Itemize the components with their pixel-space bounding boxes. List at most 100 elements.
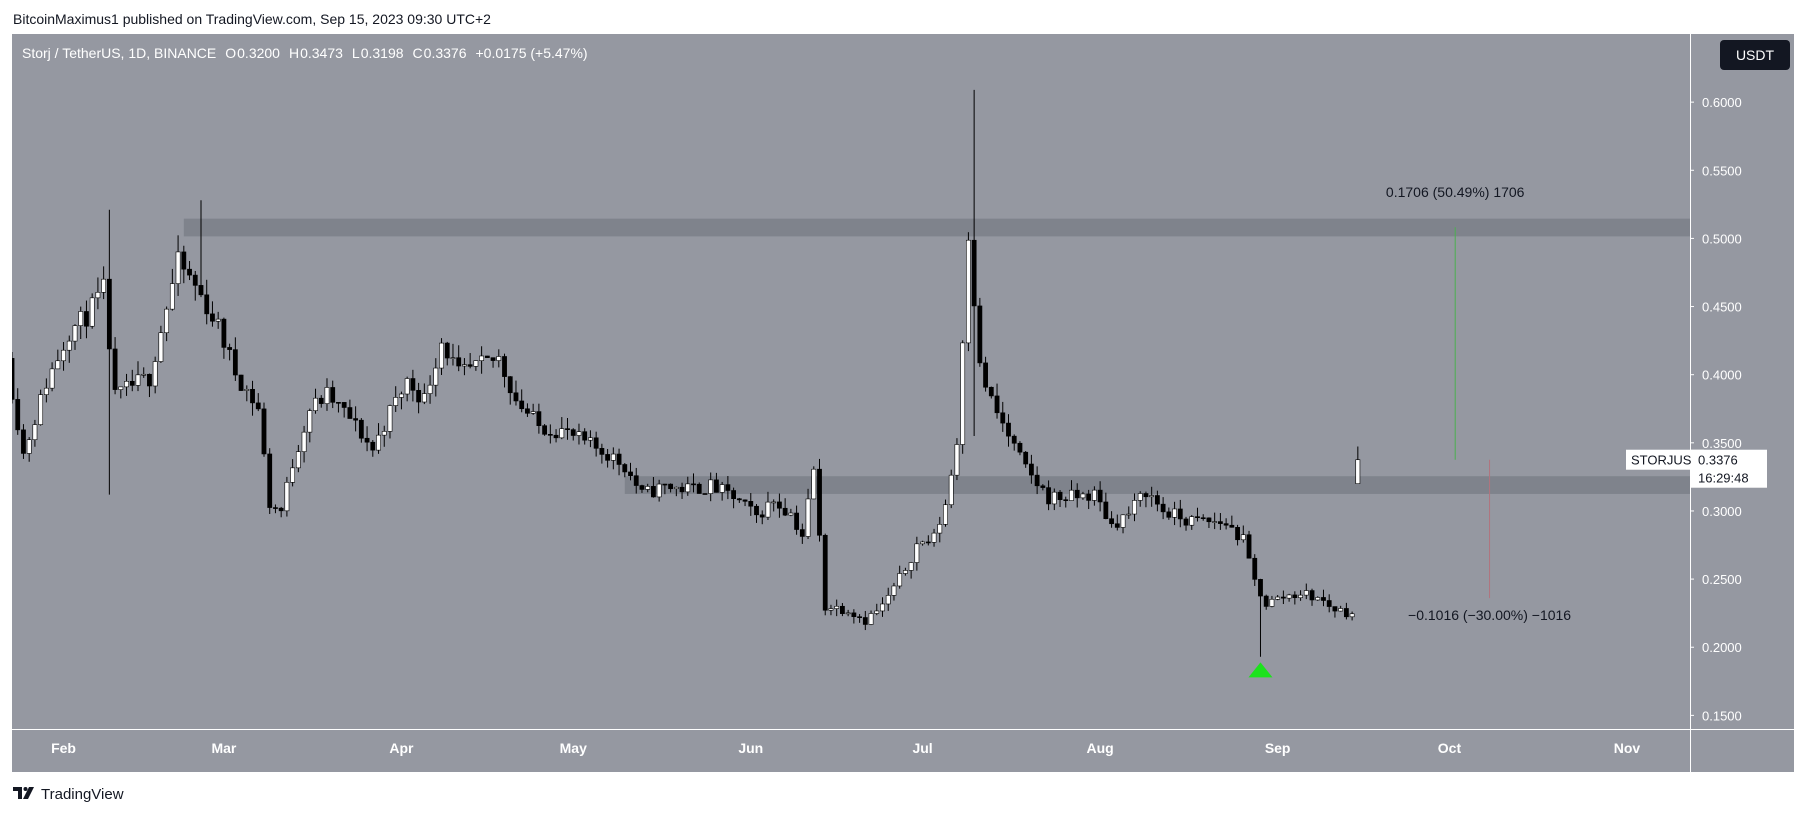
- x-tick-label: Jul: [912, 740, 932, 756]
- candle-body: [456, 357, 462, 367]
- candle-body: [851, 612, 857, 618]
- candle-body: [1137, 493, 1143, 501]
- candle-body: [599, 448, 605, 455]
- candle-body: [925, 541, 931, 544]
- price-tag-countdown: 16:29:48: [1698, 471, 1749, 486]
- measure-down-label: −0.1016 (−30.00%) −1016: [1408, 607, 1571, 623]
- candle-body: [1195, 516, 1200, 518]
- y-tick-label: 0.4000: [1702, 368, 1742, 383]
- candle-body: [84, 311, 89, 327]
- candle-body: [479, 355, 485, 361]
- candle-body: [238, 374, 244, 391]
- candle-body: [347, 407, 353, 419]
- candle-body: [307, 410, 313, 433]
- candle-body: [1309, 590, 1315, 601]
- candle-body: [227, 347, 233, 350]
- chart-frame[interactable]: 0.1706 (50.49%) 1706 −0.1016 (−30.00%) −1…: [12, 34, 1794, 772]
- candle-body: [152, 361, 158, 387]
- candle-body: [164, 308, 170, 334]
- candle-body: [15, 399, 21, 431]
- candle-body: [1303, 590, 1309, 596]
- candle-body: [175, 251, 181, 284]
- candle-body: [427, 384, 433, 394]
- candle-body: [1120, 514, 1126, 528]
- candle-body: [994, 395, 1000, 414]
- price-chart[interactable]: 0.1706 (50.49%) 1706 −0.1016 (−30.00%) −1…: [12, 34, 1794, 772]
- candle-body: [261, 408, 267, 455]
- y-tick-label: 0.3000: [1702, 504, 1742, 519]
- candle-body: [439, 342, 444, 369]
- candle-body: [244, 388, 250, 391]
- candle-body: [21, 429, 26, 454]
- candle-body: [124, 381, 129, 388]
- candle-body: [559, 428, 565, 439]
- candle-body: [754, 505, 759, 516]
- candle-body: [336, 402, 341, 404]
- candle-body: [1321, 597, 1326, 601]
- candle-body: [610, 453, 616, 461]
- candle-body: [817, 468, 822, 536]
- candle-body: [192, 274, 198, 286]
- candle-body: [135, 374, 141, 386]
- candle-body: [1223, 523, 1229, 526]
- candle-body: [66, 340, 72, 351]
- candle-body: [1217, 521, 1223, 524]
- candle-body: [708, 479, 714, 494]
- open-value: 0.3200: [237, 45, 280, 61]
- candle-body: [1011, 435, 1017, 444]
- candle-body: [1017, 442, 1023, 453]
- measure-up-label: 0.1706 (50.49%) 1706: [1386, 184, 1525, 200]
- candle-body: [536, 411, 542, 426]
- candle-body: [834, 605, 840, 609]
- price-tag-symbol: STORJUSDT: [1631, 453, 1709, 468]
- y-tick-label: 0.4500: [1702, 300, 1742, 315]
- candle-body: [765, 501, 771, 518]
- candle-body: [61, 349, 66, 362]
- candle-body: [1275, 596, 1281, 600]
- candle-body: [1212, 521, 1218, 523]
- candle-body: [1160, 503, 1166, 513]
- candle-body: [1080, 493, 1086, 499]
- candle-body: [1269, 598, 1275, 607]
- candle-body: [1149, 495, 1155, 498]
- candle-body: [78, 311, 84, 326]
- candle-body: [1046, 487, 1051, 505]
- candle-body: [330, 387, 336, 403]
- x-tick-label: Jun: [738, 740, 763, 756]
- candle-body: [725, 484, 731, 491]
- candle-body: [1177, 508, 1183, 520]
- candle-body: [215, 318, 221, 322]
- candle-body: [811, 468, 817, 500]
- candle-body: [421, 393, 427, 403]
- candle-body: [381, 431, 387, 436]
- candle-body: [1246, 534, 1252, 559]
- candle-body: [1057, 491, 1063, 500]
- candle-body: [691, 483, 696, 486]
- candle-body: [450, 357, 456, 359]
- price-tag-value: 0.3376: [1698, 453, 1738, 468]
- symbol-label[interactable]: Storj / TetherUS, 1D, BINANCE: [22, 45, 217, 61]
- candle-body: [639, 485, 645, 490]
- low-value: 0.3198: [360, 45, 404, 61]
- candle-body: [633, 475, 639, 486]
- candle-body: [588, 437, 593, 441]
- low-label: L: [351, 45, 360, 61]
- candle-body: [862, 617, 868, 625]
- candle-body: [387, 405, 393, 432]
- candle-body: [931, 532, 937, 543]
- candle-body: [490, 357, 496, 361]
- candle-body: [977, 305, 983, 364]
- currency-button[interactable]: USDT: [1720, 40, 1790, 70]
- candle-body: [570, 429, 576, 436]
- candle-body: [685, 483, 691, 493]
- candle-body: [38, 394, 44, 425]
- candle-body: [129, 381, 135, 386]
- tradingview-footer[interactable]: TradingView: [13, 786, 124, 803]
- candle-body: [278, 507, 284, 512]
- candle-body: [318, 397, 324, 404]
- x-tick-label: Sep: [1265, 740, 1291, 756]
- candle-body: [1114, 523, 1120, 528]
- candle-body: [462, 364, 467, 367]
- candle-body: [1132, 500, 1137, 515]
- horizontal-zone: [183, 218, 1691, 237]
